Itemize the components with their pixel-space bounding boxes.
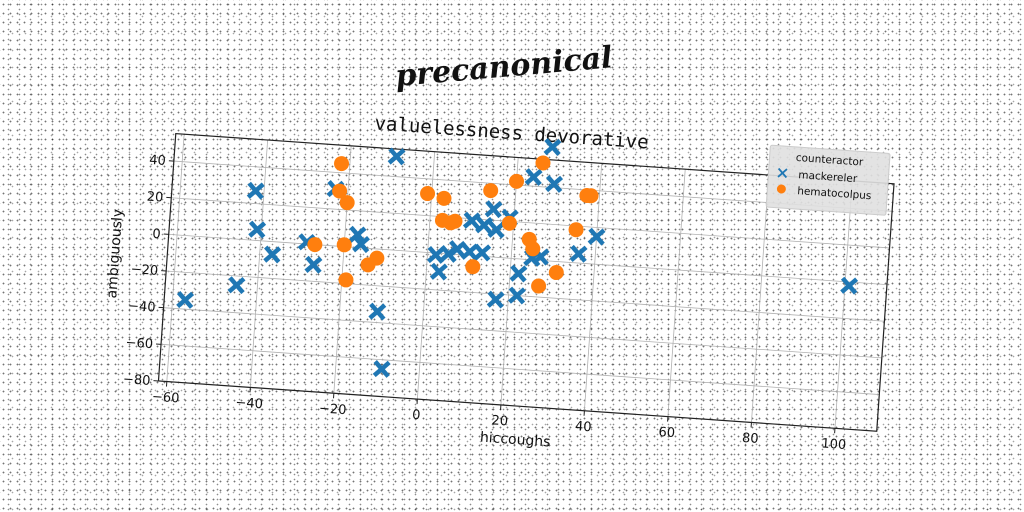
x-tick-label: 60 bbox=[658, 425, 676, 441]
y-grid-line bbox=[163, 307, 882, 359]
legend-box bbox=[765, 144, 891, 216]
point-hematocolpus bbox=[568, 222, 584, 238]
point-mackereler bbox=[263, 245, 282, 264]
point-mackereler bbox=[460, 242, 479, 261]
data-points bbox=[176, 138, 859, 378]
x-tick-label: 0 bbox=[412, 408, 421, 424]
point-mackereler bbox=[484, 200, 503, 219]
point-hematocolpus bbox=[535, 155, 551, 171]
point-mackereler bbox=[248, 220, 267, 239]
y-tick-label: 0 bbox=[152, 227, 161, 243]
plot-area bbox=[157, 132, 895, 432]
point-hematocolpus bbox=[483, 183, 499, 199]
point-mackereler bbox=[524, 168, 543, 186]
point-mackereler bbox=[840, 276, 859, 295]
point-hematocolpus bbox=[338, 272, 354, 288]
x-tick-label: −40 bbox=[235, 395, 263, 412]
x-tick-label: 20 bbox=[491, 413, 509, 429]
point-hematocolpus bbox=[420, 186, 436, 202]
y-tick-label: −40 bbox=[128, 299, 156, 316]
point-hematocolpus bbox=[369, 250, 385, 266]
x-tick-label: 80 bbox=[742, 431, 760, 447]
point-mackereler bbox=[487, 220, 506, 239]
point-hematocolpus bbox=[336, 237, 352, 253]
point-hematocolpus bbox=[339, 195, 355, 211]
point-hematocolpus bbox=[447, 213, 463, 229]
point-mackereler bbox=[246, 181, 265, 200]
x-tick-label: −20 bbox=[318, 401, 346, 418]
x-grid-line bbox=[500, 157, 519, 405]
point-hematocolpus bbox=[548, 265, 564, 281]
legend-marker-hematocolpus bbox=[776, 184, 786, 194]
point-mackereler bbox=[473, 243, 492, 262]
point-mackereler bbox=[429, 262, 448, 281]
x-grid-line bbox=[584, 163, 603, 411]
point-mackereler bbox=[426, 245, 445, 264]
point-mackereler bbox=[509, 264, 528, 283]
point-mackereler bbox=[543, 138, 562, 156]
point-hematocolpus bbox=[509, 173, 525, 189]
point-mackereler bbox=[448, 240, 467, 258]
point-mackereler bbox=[569, 244, 588, 263]
y-tick-label: 40 bbox=[149, 153, 167, 169]
point-mackereler bbox=[348, 225, 367, 244]
point-mackereler bbox=[587, 227, 606, 246]
point-hematocolpus bbox=[531, 278, 547, 294]
y-tick-label: −80 bbox=[123, 372, 151, 389]
point-mackereler bbox=[387, 147, 406, 166]
legend-entry-label: hematocolpus bbox=[797, 185, 872, 202]
x-grid-line bbox=[834, 180, 853, 429]
point-hematocolpus bbox=[332, 183, 348, 199]
legend-marker-mackereler bbox=[777, 167, 788, 179]
x-tick-label: −60 bbox=[151, 390, 179, 407]
point-mackereler bbox=[545, 175, 564, 193]
point-mackereler bbox=[486, 290, 505, 309]
y-tick-label: −20 bbox=[130, 262, 158, 279]
point-mackereler bbox=[462, 211, 481, 230]
x-grid-line bbox=[166, 134, 185, 382]
x-tick-label: 100 bbox=[821, 436, 847, 453]
y-grid-line bbox=[161, 343, 880, 395]
point-mackereler bbox=[227, 276, 246, 295]
point-hematocolpus bbox=[465, 259, 481, 275]
point-hematocolpus bbox=[307, 237, 323, 253]
point-mackereler bbox=[372, 360, 391, 378]
legend-title: counteractor bbox=[795, 152, 864, 169]
x-grid-line bbox=[249, 139, 269, 388]
y-grid-line bbox=[166, 270, 885, 322]
x-grid-line bbox=[333, 145, 352, 394]
point-mackereler bbox=[304, 255, 323, 274]
point-hematocolpus bbox=[525, 241, 541, 257]
chart-title: valuelessness devorative bbox=[374, 112, 649, 153]
x-grid-line bbox=[751, 175, 770, 423]
point-mackereler bbox=[368, 302, 387, 321]
point-mackereler bbox=[176, 291, 195, 309]
x-grid-line bbox=[667, 169, 686, 417]
legend-entry-label: mackereler bbox=[798, 169, 858, 185]
y-tick-label: 20 bbox=[146, 190, 164, 206]
x-tick-label: 40 bbox=[574, 419, 592, 435]
y-axis-label: ambiguously bbox=[104, 208, 126, 299]
x-axis-label: hiccoughs bbox=[479, 430, 551, 451]
point-mackereler bbox=[352, 235, 371, 254]
point-hematocolpus bbox=[334, 156, 350, 172]
y-tick-label: −60 bbox=[125, 335, 153, 352]
point-mackereler bbox=[507, 286, 526, 305]
point-mackereler bbox=[475, 216, 494, 235]
point-hematocolpus bbox=[583, 188, 599, 204]
y-grid-line bbox=[171, 197, 890, 249]
point-hematocolpus bbox=[501, 215, 517, 231]
point-hematocolpus bbox=[436, 190, 452, 206]
